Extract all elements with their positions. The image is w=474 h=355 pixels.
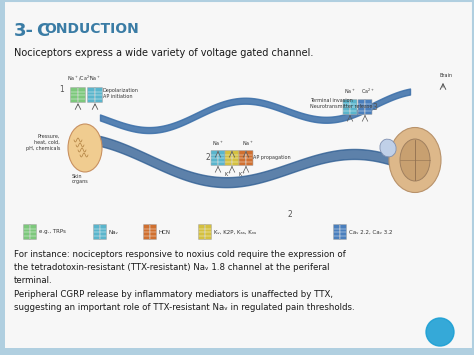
Text: 2: 2 [205,153,210,163]
FancyBboxPatch shape [88,87,95,103]
Text: 3: 3 [372,103,377,111]
Text: ONDUCTION: ONDUCTION [44,22,139,36]
Text: Na$^+$: Na$^+$ [212,139,224,148]
Text: K$^+$: K$^+$ [224,170,232,179]
Text: Depolarization: Depolarization [103,88,139,93]
Text: Na$^+$: Na$^+$ [89,74,101,83]
Text: AP initiation: AP initiation [103,94,133,99]
Text: 1: 1 [60,86,64,94]
FancyBboxPatch shape [204,224,211,240]
FancyBboxPatch shape [144,224,151,240]
FancyBboxPatch shape [358,99,365,115]
Text: Terminal invasion: Terminal invasion [310,98,353,103]
Bar [0,348,474,355]
Text: Kᵥ, K2P, Kₐₐ, Kₙₐ: Kᵥ, K2P, Kₐₐ, Kₙₐ [214,229,256,235]
Text: pH, chemicals: pH, chemicals [26,146,60,151]
Text: Peripheral CGRP release by inflammatory mediators is unaffected by TTX,
suggesti: Peripheral CGRP release by inflammatory … [14,290,355,312]
Text: Caᵥ 2.2, Caᵥ 3.2: Caᵥ 2.2, Caᵥ 3.2 [349,229,392,235]
FancyBboxPatch shape [239,151,246,165]
Ellipse shape [389,127,441,192]
FancyBboxPatch shape [231,151,239,165]
Text: AP propagation: AP propagation [253,155,291,160]
FancyBboxPatch shape [246,151,253,165]
Circle shape [426,318,454,346]
FancyBboxPatch shape [339,224,346,240]
Text: organs: organs [72,179,89,184]
Text: K$^+$: K$^+$ [238,170,246,179]
Text: Pressure,: Pressure, [37,134,60,139]
Text: Ca$^{2+}$: Ca$^{2+}$ [361,87,375,96]
Text: Na$^+$/Ca$^{2+}$: Na$^+$/Ca$^{2+}$ [67,74,93,83]
FancyBboxPatch shape [100,224,107,240]
Text: Na$^+$: Na$^+$ [242,139,254,148]
Text: 3-: 3- [14,22,34,40]
FancyBboxPatch shape [149,224,156,240]
Text: Neurotransmitter release: Neurotransmitter release [310,104,373,109]
Ellipse shape [400,139,430,181]
Text: heat, cold,: heat, cold, [34,140,60,145]
Text: Nociceptors express a wide variety of voltage gated channel.: Nociceptors express a wide variety of vo… [14,48,313,58]
Bar [0,0,5,355]
Ellipse shape [380,139,396,157]
FancyBboxPatch shape [94,87,102,103]
FancyBboxPatch shape [24,224,30,240]
FancyBboxPatch shape [29,224,36,240]
FancyBboxPatch shape [349,99,357,115]
Text: e.g., TRPs: e.g., TRPs [39,229,66,235]
FancyBboxPatch shape [78,87,85,103]
Ellipse shape [68,124,102,172]
Text: Brain: Brain [440,73,453,78]
FancyBboxPatch shape [225,151,233,165]
FancyBboxPatch shape [343,99,350,115]
Text: Skin: Skin [72,174,82,179]
FancyBboxPatch shape [93,224,100,240]
Text: For instance: nociceptors responsive to noxius cold require the expression of
th: For instance: nociceptors responsive to … [14,250,346,285]
Text: 2: 2 [288,210,292,219]
Text: Naᵥ: Naᵥ [109,229,119,235]
FancyBboxPatch shape [365,99,372,115]
FancyBboxPatch shape [71,87,79,103]
Text: Na$^+$: Na$^+$ [344,87,356,96]
Text: HCN: HCN [159,229,171,235]
Text: C: C [36,22,49,40]
FancyBboxPatch shape [334,224,340,240]
FancyBboxPatch shape [211,151,219,165]
FancyBboxPatch shape [218,151,225,165]
FancyBboxPatch shape [199,224,206,240]
